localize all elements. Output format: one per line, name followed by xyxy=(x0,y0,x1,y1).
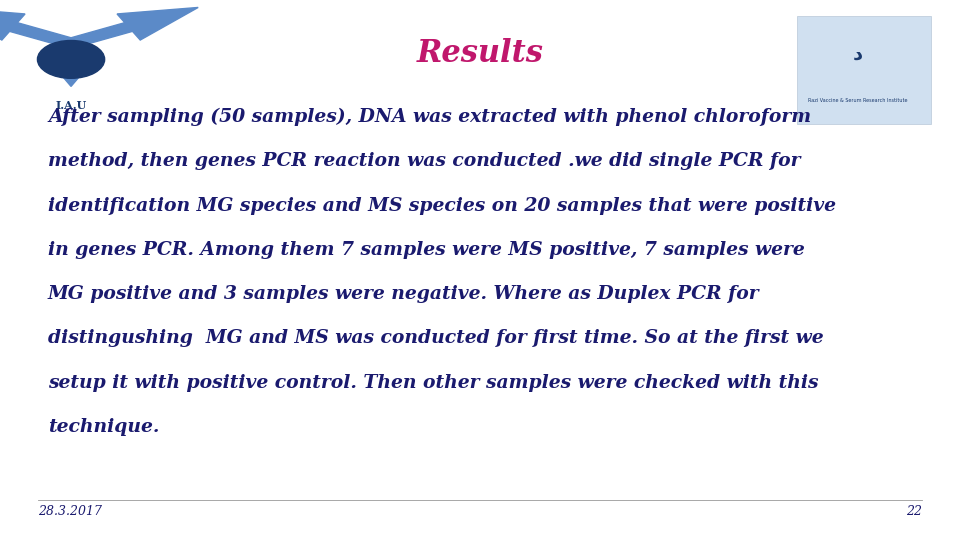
Polygon shape xyxy=(48,59,94,86)
Text: method, then genes PCR reaction was conducted .we did single PCR for: method, then genes PCR reaction was cond… xyxy=(48,152,801,170)
Text: MG positive and 3 samples were negative. Where as Duplex PCR for: MG positive and 3 samples were negative.… xyxy=(48,285,759,303)
Text: 22: 22 xyxy=(905,505,922,518)
Text: setup it with positive control. Then other samples were checked with this: setup it with positive control. Then oth… xyxy=(48,374,819,391)
Text: After sampling (50 samples), DNA was extracted with phenol chloroform: After sampling (50 samples), DNA was ext… xyxy=(48,108,811,126)
FancyArrow shape xyxy=(67,8,198,48)
Text: 28.3.2017: 28.3.2017 xyxy=(38,505,103,518)
FancyArrow shape xyxy=(0,8,75,48)
Text: ﺩ: ﺩ xyxy=(852,44,862,64)
Text: technique.: technique. xyxy=(48,418,159,436)
Text: Razi Vaccine & Serum Research Institute: Razi Vaccine & Serum Research Institute xyxy=(807,98,907,103)
Text: distingushing  MG and MS was conducted for first time. So at the first we: distingushing MG and MS was conducted fo… xyxy=(48,329,824,347)
Text: identification MG species and MS species on 20 samples that were positive: identification MG species and MS species… xyxy=(48,197,836,214)
Text: Results: Results xyxy=(417,38,543,69)
FancyBboxPatch shape xyxy=(797,16,931,124)
Circle shape xyxy=(37,40,105,78)
Text: I.A.U: I.A.U xyxy=(56,100,86,111)
Text: in genes PCR. Among them 7 samples were MS positive, 7 samples were: in genes PCR. Among them 7 samples were … xyxy=(48,241,804,259)
